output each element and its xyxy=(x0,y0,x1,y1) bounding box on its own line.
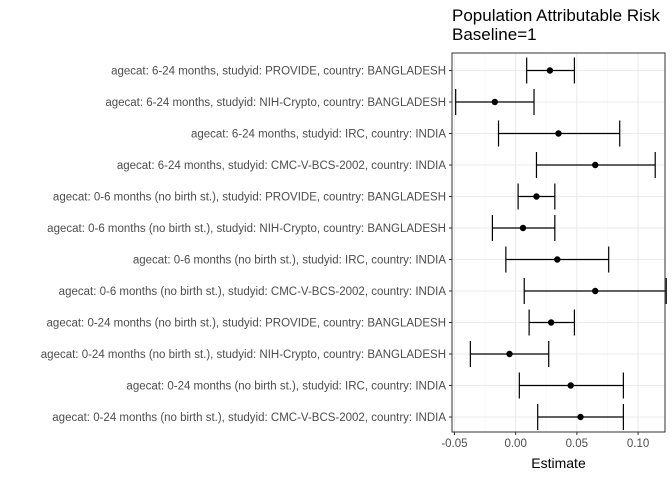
category-label: agecat: 0-24 months (no birth st.), stud… xyxy=(47,318,446,330)
category-label: agecat: 6-24 months, studyid: CMC-V-BCS-… xyxy=(117,160,446,172)
point-estimate xyxy=(555,130,562,137)
point-estimate xyxy=(546,67,554,74)
category-label: agecat: 0-24 months (no birth st.), stud… xyxy=(41,349,446,361)
chart-subtitle: Baseline=1 xyxy=(452,25,537,44)
category-label: agecat: 0-6 months (no birth st.), study… xyxy=(59,286,447,298)
x-axis: -0.05 0.00 0.05 0.10 xyxy=(441,432,649,450)
point-estimate xyxy=(519,224,527,232)
point-estimate xyxy=(506,350,513,358)
point-estimate xyxy=(592,161,599,169)
category-label: agecat: 0-6 months (no birth st.), study… xyxy=(47,223,446,235)
marks xyxy=(455,57,667,430)
point-estimate xyxy=(533,193,540,200)
chart-title: Population Attributable Risk xyxy=(452,6,660,25)
x-tick-label: -0.05 xyxy=(441,438,467,450)
category-label: agecat: 6-24 months, studyid: PROVIDE, c… xyxy=(111,66,446,78)
category-labels: agecat: 6-24 months, studyid: PROVIDE, c… xyxy=(41,66,452,424)
category-label: agecat: 0-6 months (no birth st.), study… xyxy=(133,255,447,267)
point-estimate xyxy=(491,98,499,106)
panel-border xyxy=(451,52,666,433)
category-label: agecat: 6-24 months, studyid: NIH-Crypto… xyxy=(105,97,446,109)
grid xyxy=(452,53,665,432)
x-tick-label: 0.05 xyxy=(566,438,588,450)
x-tick-label: 0.10 xyxy=(627,438,649,450)
category-label: agecat: 0-6 months (no birth st.), study… xyxy=(53,192,446,204)
point-estimate xyxy=(567,382,574,389)
point-estimate xyxy=(577,413,584,421)
category-label: agecat: 0-24 months (no birth st.), stud… xyxy=(126,381,446,393)
category-label: agecat: 6-24 months, studyid: IRC, count… xyxy=(191,129,446,141)
point-estimate xyxy=(554,256,561,263)
point-estimate xyxy=(547,319,555,326)
x-tick-label: 0.00 xyxy=(504,438,526,450)
category-label: agecat: 0-24 months (no birth st.), stud… xyxy=(52,412,446,424)
point-estimate xyxy=(592,287,599,295)
x-axis-title: Estimate xyxy=(531,455,586,471)
